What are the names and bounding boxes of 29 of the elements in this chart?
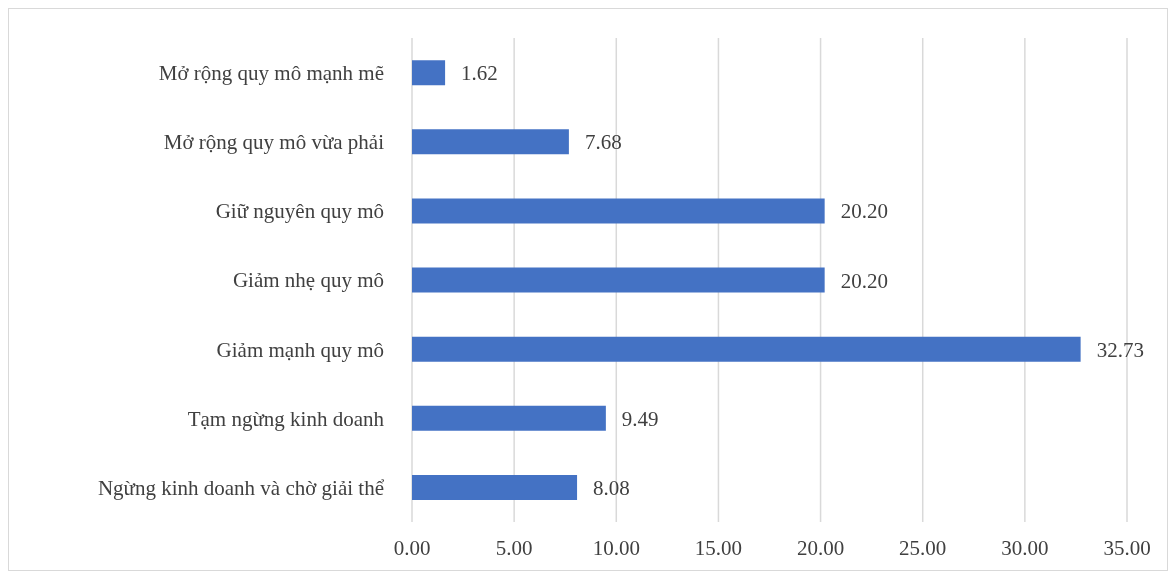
y-tick-label: Giảm nhẹ quy mô	[232, 268, 384, 293]
y-tick-label: Giữ nguyên quy mô	[215, 199, 384, 224]
x-tick-label: 15.00	[694, 535, 743, 560]
data-label: 20.20	[840, 268, 888, 293]
y-tick-label: Mở rộng quy mô mạnh mẽ	[158, 61, 384, 86]
data-label: 7.68	[584, 130, 622, 155]
x-tick-label: 35.00	[1103, 535, 1151, 560]
y-tick-label: Tạm ngừng kinh doanh	[187, 406, 385, 431]
data-label: 20.20	[840, 199, 888, 224]
bar	[412, 405, 606, 431]
x-tick-label: 5.00	[495, 535, 533, 560]
bar	[412, 129, 569, 155]
bar	[412, 336, 1081, 362]
bar	[412, 60, 446, 86]
x-tick-label: 25.00	[899, 535, 947, 560]
bar	[412, 267, 825, 293]
y-tick-label: Mở rộng quy mô vừa phải	[163, 130, 385, 155]
x-tick-label: 0.00	[393, 535, 431, 560]
y-tick-label: Giảm mạnh quy mô	[216, 337, 384, 362]
data-label: 9.49	[621, 406, 659, 431]
data-label: 8.08	[593, 475, 630, 500]
x-tick-label: 20.00	[796, 535, 845, 560]
bar	[412, 474, 578, 500]
bar	[412, 198, 825, 224]
data-label: 32.73	[1096, 337, 1144, 362]
x-tick-label: 30.00	[1001, 535, 1049, 560]
y-tick-label: Ngừng kinh doanh và chờ giải thể	[97, 475, 385, 500]
x-tick-label: 10.00	[592, 535, 640, 560]
data-label: 1.62	[461, 61, 498, 86]
